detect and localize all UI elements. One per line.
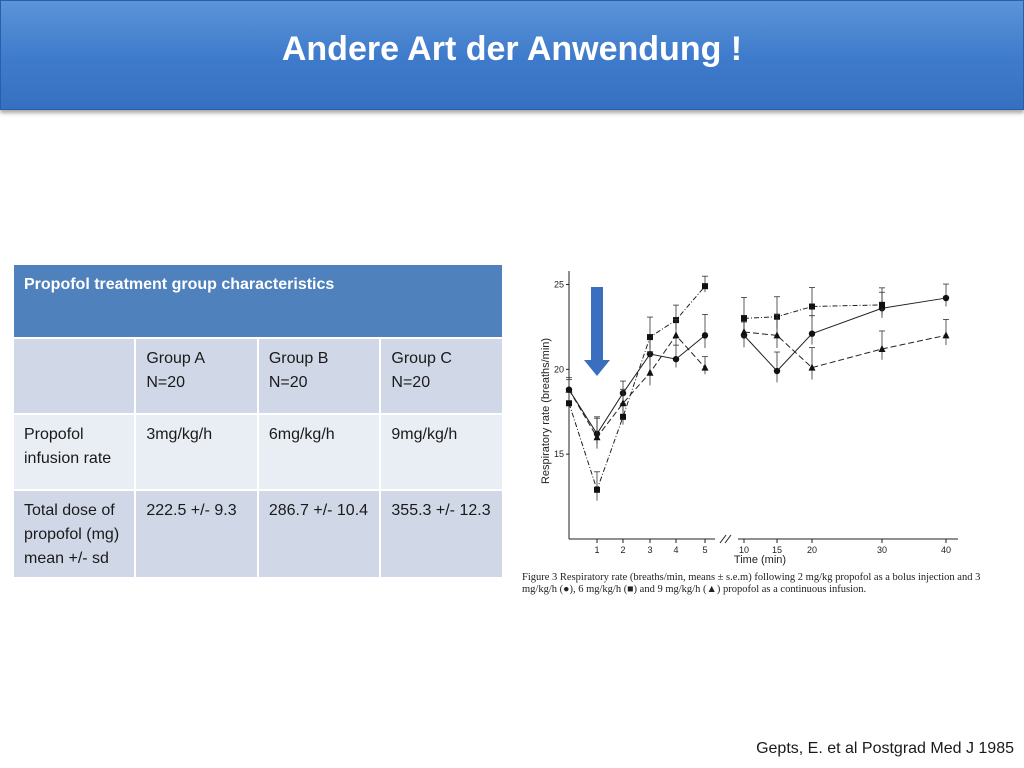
data-point-circle bbox=[808, 330, 816, 337]
y-tick-label: 25 bbox=[554, 279, 564, 289]
x-tick-label: 4 bbox=[673, 545, 678, 555]
x-tick-label: 15 bbox=[772, 545, 782, 555]
data-point-triangle bbox=[646, 368, 654, 376]
arrow-shaft bbox=[591, 287, 603, 363]
table-cell: 3mg/kg/h bbox=[134, 413, 259, 491]
data-point-circle bbox=[701, 332, 709, 339]
series-line-circle bbox=[743, 297, 947, 372]
data-point-square bbox=[647, 334, 653, 341]
row-label: Propofol infusion rate bbox=[11, 413, 137, 491]
table-caption: Propofol treatment group characteristics bbox=[12, 263, 504, 339]
x-tick-label: 1 bbox=[594, 545, 599, 555]
data-point-square bbox=[702, 283, 708, 290]
series-line-circle bbox=[568, 335, 706, 435]
data-point-triangle bbox=[773, 331, 781, 339]
table-cell: 9mg/kg/h bbox=[379, 413, 504, 491]
title-bar bbox=[0, 0, 1024, 110]
axis-break bbox=[719, 534, 727, 544]
table-row: Total dose of propofol (mg) mean +/- sd … bbox=[11, 489, 504, 579]
y-tick-label: 20 bbox=[554, 364, 564, 374]
figure-caption-box: Figure 3 Respiratory rate (breaths/min, … bbox=[522, 572, 981, 595]
group-a-header: Group A N=20 bbox=[134, 337, 259, 415]
y-tick-label: 15 bbox=[554, 449, 564, 459]
x-tick-label: 5 bbox=[702, 545, 707, 555]
axis-break bbox=[724, 534, 732, 544]
data-point-triangle bbox=[942, 331, 950, 339]
table-row: Propofol infusion rate 3mg/kg/h 6mg/kg/h… bbox=[11, 413, 504, 491]
group-b-header: Group B N=20 bbox=[256, 337, 382, 415]
data-point-triangle bbox=[593, 433, 601, 441]
data-point-square bbox=[809, 303, 815, 310]
data-point-square bbox=[879, 301, 885, 308]
x-tick-label: 2 bbox=[620, 545, 625, 555]
data-point-triangle bbox=[740, 327, 748, 335]
data-point-circle bbox=[942, 294, 950, 302]
citation: Gepts, E. et al Postgrad Med J 1985 bbox=[756, 740, 1014, 757]
table-cell-empty bbox=[11, 337, 137, 415]
figure-caption: Figure 3 Respiratory rate (breaths/min, … bbox=[522, 572, 981, 595]
data-point-square bbox=[620, 413, 626, 420]
slide-title: Andere Art der Anwendung ! bbox=[281, 30, 743, 68]
x-tick-label: 20 bbox=[807, 545, 817, 555]
plot-area: 1 2 3 4 5 10 15 20 30 40 15 20 25 bbox=[554, 271, 958, 555]
data-point-triangle bbox=[565, 385, 573, 393]
series-line-square bbox=[743, 304, 883, 319]
y-axis-label: Respiratory rate (breaths/min) bbox=[540, 338, 552, 484]
data-point-square bbox=[594, 486, 600, 493]
group-characteristics-table: Propofol treatment group characteristics… bbox=[11, 263, 504, 579]
table-cell: 6mg/kg/h bbox=[256, 413, 382, 491]
data-point-triangle bbox=[878, 344, 886, 352]
x-axis-label: Time (min) bbox=[734, 554, 786, 566]
series-line-square bbox=[568, 285, 706, 492]
x-tick-label: 40 bbox=[941, 545, 951, 555]
table-row: Group A N=20 Group B N=20 Group C N=20 bbox=[11, 337, 504, 415]
data-point-triangle bbox=[619, 399, 627, 407]
data-point-circle bbox=[672, 355, 680, 363]
table-cell: 286.7 +/- 10.4 bbox=[256, 489, 382, 579]
data-point-triangle bbox=[808, 363, 816, 371]
row-label: Total dose of propofol (mg) mean +/- sd bbox=[11, 489, 137, 579]
series-line-triangle bbox=[743, 331, 947, 369]
data-point-triangle bbox=[701, 363, 709, 371]
x-tick-label: 3 bbox=[647, 545, 652, 555]
table-cell: 355.3 +/- 12.3 bbox=[379, 489, 504, 579]
table-cell: 222.5 +/- 9.3 bbox=[134, 489, 259, 579]
arrow-head bbox=[584, 360, 610, 376]
data-point-circle bbox=[773, 367, 781, 375]
data-point-triangle bbox=[672, 331, 680, 339]
data-point-square bbox=[566, 400, 572, 407]
x-tick-label: 10 bbox=[739, 545, 749, 555]
group-c-header: Group C N=20 bbox=[379, 337, 504, 415]
table-header-row: Propofol treatment group characteristics bbox=[12, 263, 504, 339]
series-line-triangle bbox=[568, 334, 706, 439]
data-point-square bbox=[741, 315, 747, 322]
respiratory-rate-figure: 1 2 3 4 5 10 15 20 30 40 15 20 25 Respiratory rate (… bbox=[522, 271, 981, 595]
x-tick-label: 30 bbox=[877, 545, 887, 555]
